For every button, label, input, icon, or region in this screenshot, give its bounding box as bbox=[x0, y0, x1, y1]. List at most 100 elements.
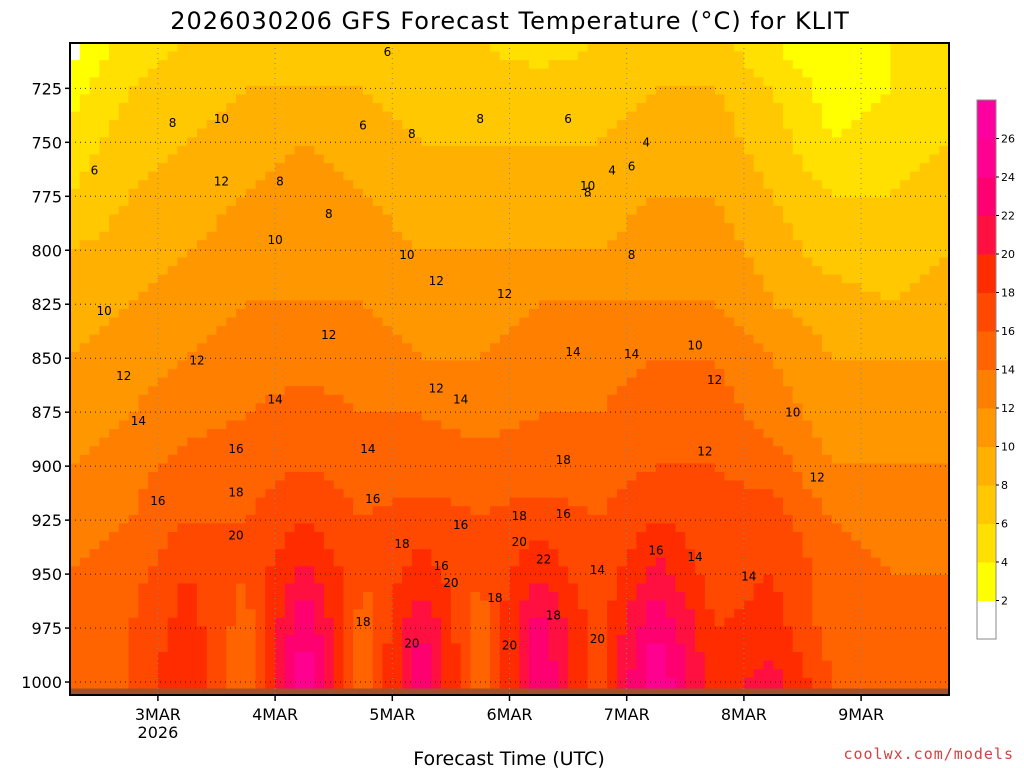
field-cell bbox=[519, 394, 530, 404]
field-cell bbox=[665, 420, 677, 430]
field-cell bbox=[177, 489, 188, 499]
field-cell bbox=[704, 308, 716, 319]
field-cell bbox=[607, 308, 618, 319]
field-cell bbox=[109, 351, 120, 362]
field-cell bbox=[196, 60, 208, 70]
field-cell bbox=[118, 266, 130, 276]
field-cell bbox=[343, 506, 354, 516]
field-cell bbox=[421, 549, 432, 559]
field-cell bbox=[275, 351, 286, 362]
field-cell bbox=[421, 351, 432, 362]
field-cell bbox=[675, 471, 686, 482]
field-cell bbox=[460, 214, 472, 224]
field-cell bbox=[128, 266, 139, 276]
field-cell bbox=[79, 463, 91, 473]
field-cell bbox=[138, 360, 149, 370]
field-cell bbox=[265, 154, 276, 164]
field-cell bbox=[206, 248, 218, 259]
field-cell bbox=[275, 248, 286, 259]
field-cell bbox=[450, 652, 462, 662]
field-cell bbox=[529, 94, 540, 104]
field-cell bbox=[665, 257, 677, 267]
field-cell bbox=[128, 626, 139, 636]
field-cell bbox=[284, 583, 296, 593]
field-cell bbox=[675, 420, 686, 430]
field-cell bbox=[343, 291, 354, 301]
field-cell bbox=[226, 317, 237, 327]
field-cell bbox=[245, 497, 257, 507]
field-cell bbox=[646, 223, 657, 233]
field-cell bbox=[441, 94, 452, 104]
field-cell bbox=[441, 128, 452, 138]
field-cell bbox=[577, 471, 589, 482]
field-cell bbox=[70, 557, 81, 567]
field-cell bbox=[548, 437, 559, 447]
field-cell bbox=[314, 171, 325, 181]
field-cell bbox=[636, 77, 647, 87]
field-cell bbox=[499, 386, 511, 396]
field-cell bbox=[548, 326, 559, 336]
field-cell bbox=[577, 214, 589, 224]
field-cell bbox=[363, 145, 374, 156]
field-cell bbox=[499, 51, 511, 61]
field-cell bbox=[343, 128, 354, 138]
field-cell bbox=[275, 60, 286, 70]
field-cell bbox=[577, 326, 589, 336]
field-cell bbox=[109, 60, 120, 70]
field-cell bbox=[79, 652, 91, 662]
field-cell bbox=[450, 360, 462, 370]
field-cell bbox=[441, 326, 452, 336]
field-cell bbox=[79, 291, 91, 301]
field-cell bbox=[450, 394, 462, 404]
field-cell bbox=[157, 171, 169, 181]
field-cell bbox=[636, 257, 647, 267]
field-cell bbox=[626, 60, 638, 70]
field-cell bbox=[109, 51, 120, 61]
field-cell bbox=[99, 592, 110, 602]
field-cell bbox=[109, 592, 120, 602]
field-cell bbox=[402, 257, 413, 267]
field-cell bbox=[402, 171, 413, 181]
field-cell bbox=[577, 377, 589, 387]
field-cell bbox=[196, 317, 208, 327]
field-cell bbox=[402, 652, 413, 662]
field-cell bbox=[138, 643, 149, 653]
field-cell bbox=[685, 429, 696, 439]
field-cell bbox=[695, 643, 706, 653]
field-cell bbox=[128, 643, 139, 653]
field-cell bbox=[499, 446, 511, 456]
field-cell bbox=[167, 506, 179, 516]
field-cell bbox=[489, 574, 501, 585]
field-cell bbox=[275, 652, 286, 662]
field-cell bbox=[89, 94, 100, 104]
field-cell bbox=[470, 240, 481, 250]
field-cell bbox=[460, 557, 472, 567]
field-cell bbox=[646, 214, 657, 224]
field-cell bbox=[206, 266, 218, 276]
field-cell bbox=[245, 600, 257, 610]
field-cell bbox=[402, 334, 413, 344]
field-cell bbox=[265, 214, 276, 224]
field-cell bbox=[138, 660, 149, 670]
field-cell bbox=[646, 188, 657, 199]
field-cell bbox=[421, 626, 432, 636]
field-cell bbox=[128, 283, 139, 293]
field-cell bbox=[314, 326, 325, 336]
field-cell bbox=[519, 240, 530, 250]
field-cell bbox=[489, 514, 501, 525]
field-cell bbox=[138, 120, 149, 130]
field-cell bbox=[392, 634, 403, 645]
field-cell bbox=[577, 343, 589, 353]
field-cell bbox=[460, 85, 472, 96]
field-cell bbox=[196, 643, 208, 653]
field-cell bbox=[489, 437, 501, 447]
field-cell bbox=[109, 188, 120, 199]
field-cell bbox=[118, 231, 130, 241]
field-cell bbox=[431, 557, 442, 567]
field-cell bbox=[441, 463, 452, 473]
field-cell bbox=[323, 446, 335, 456]
field-cell bbox=[509, 43, 520, 53]
field-cell bbox=[167, 120, 179, 130]
field-cell bbox=[314, 394, 325, 404]
field-cell bbox=[411, 300, 423, 310]
